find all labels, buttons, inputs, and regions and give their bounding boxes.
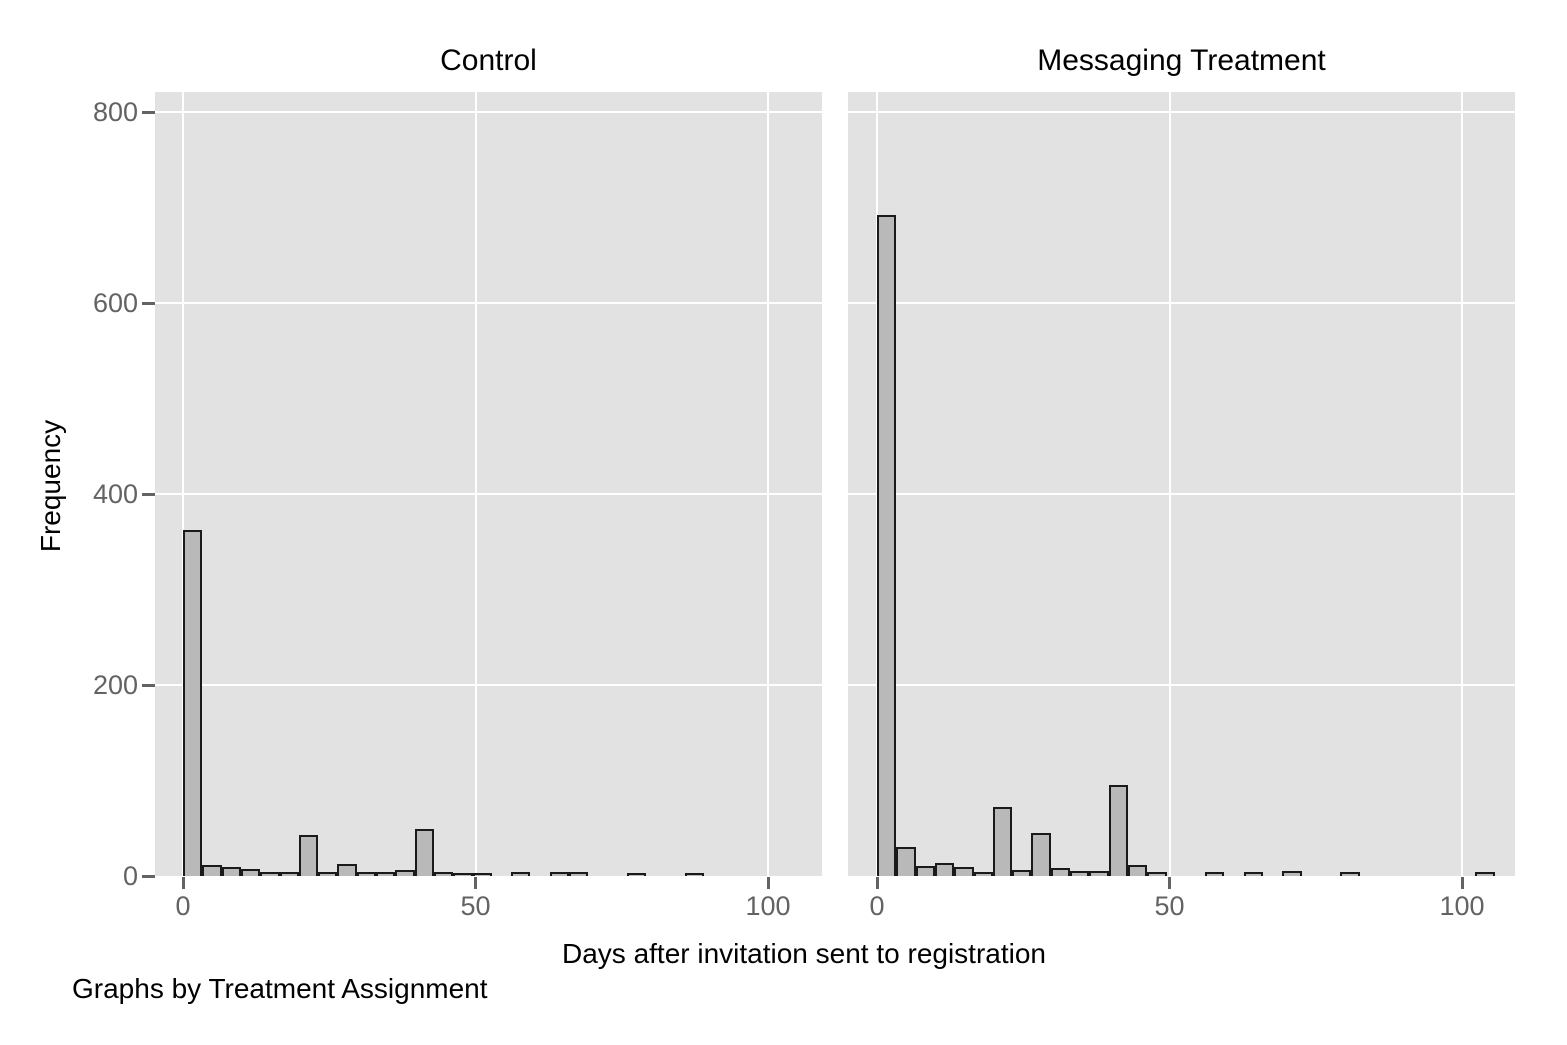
x-tick-mark	[1168, 877, 1171, 889]
histogram-bar	[954, 867, 974, 876]
histogram-bar	[1127, 865, 1148, 876]
panel-title-control: Control	[440, 44, 537, 77]
histogram-bar	[376, 872, 396, 876]
histogram-bar	[1070, 871, 1090, 876]
histogram-bar	[202, 865, 222, 876]
gridline-x-100	[767, 92, 769, 876]
y-tick-mark	[142, 683, 155, 687]
histogram-bar	[877, 215, 897, 876]
histogram-bar	[896, 847, 916, 876]
histogram-bar	[1050, 868, 1071, 876]
histogram-bar	[260, 872, 280, 876]
y-tick-mark	[142, 874, 155, 878]
histogram-bar	[1031, 832, 1051, 876]
histogram-bar	[1340, 872, 1360, 876]
gridline-y-400	[848, 493, 1515, 495]
histogram-bar	[684, 873, 705, 876]
x-tick-label: 100	[1439, 891, 1485, 921]
histogram-bar	[934, 862, 955, 876]
histogram-bar	[627, 873, 647, 876]
histogram-bar	[1089, 871, 1109, 876]
histogram-bar	[221, 867, 241, 876]
gridline-y-200	[848, 684, 1515, 686]
histogram-bar	[1243, 872, 1264, 876]
histogram-bar	[433, 872, 454, 876]
histogram-bar	[240, 869, 261, 876]
histogram-bar	[1012, 870, 1032, 876]
histogram-bar	[915, 866, 935, 876]
histogram-bar	[183, 530, 203, 876]
histogram-bar	[298, 834, 319, 876]
histogram-bar	[279, 872, 299, 876]
histogram-bar	[992, 807, 1013, 876]
histogram-bar	[549, 872, 570, 876]
y-tick-label: 400	[92, 479, 138, 509]
histogram-bar	[356, 872, 377, 876]
y-tick-label: 200	[92, 670, 138, 700]
x-axis-title: Days after invitation sent to registrati…	[561, 938, 1047, 969]
x-tick-mark	[474, 877, 477, 889]
gridline-y-800	[848, 111, 1515, 113]
x-tick-mark	[181, 877, 185, 889]
gridline-y-800	[155, 111, 822, 113]
gridline-y-400	[155, 493, 822, 495]
histogram-bar	[337, 864, 357, 876]
histogram-bar	[453, 873, 473, 876]
gridline-x-0	[182, 92, 184, 876]
histogram-bar	[1205, 872, 1225, 876]
gridline-x-100	[1461, 92, 1463, 876]
histogram-bar	[1108, 785, 1128, 876]
histogram-bar	[973, 872, 993, 876]
y-tick-label: 600	[92, 288, 138, 318]
y-tick-label: 800	[92, 97, 138, 127]
gridline-x-50	[474, 92, 477, 876]
x-tick-mark	[766, 877, 770, 889]
x-tick-label: 50	[460, 891, 491, 921]
panel-title-messaging-treatment: Messaging Treatment	[1037, 44, 1326, 77]
histogram-bar	[569, 872, 589, 876]
x-tick-mark	[1460, 877, 1464, 889]
gridline-x-50	[1168, 92, 1171, 876]
histogram-bar	[1147, 872, 1167, 876]
histogram-bar	[395, 870, 415, 876]
histogram-bar	[472, 873, 492, 876]
x-tick-mark	[875, 877, 879, 889]
y-tick-mark	[142, 301, 155, 305]
gridline-y-200	[155, 684, 822, 686]
histogram-bar	[1282, 871, 1302, 876]
y-tick-mark	[142, 492, 155, 496]
histogram-bar	[511, 872, 531, 876]
x-tick-label: 50	[1154, 891, 1185, 921]
y-tick-mark	[142, 110, 155, 114]
facet-note: Graphs by Treatment Assignment	[72, 973, 488, 1004]
gridline-y-600	[848, 302, 1515, 304]
panel-messaging-treatment	[848, 92, 1515, 876]
histogram-bar	[414, 829, 434, 876]
histogram-bar	[1475, 872, 1495, 876]
x-tick-label: 100	[745, 891, 791, 921]
panel-control	[155, 92, 822, 876]
histogram-bar	[318, 872, 338, 876]
gridline-y-600	[155, 302, 822, 304]
x-tick-label: 0	[175, 891, 191, 921]
x-tick-label: 0	[869, 891, 885, 921]
y-tick-label: 0	[122, 861, 138, 891]
